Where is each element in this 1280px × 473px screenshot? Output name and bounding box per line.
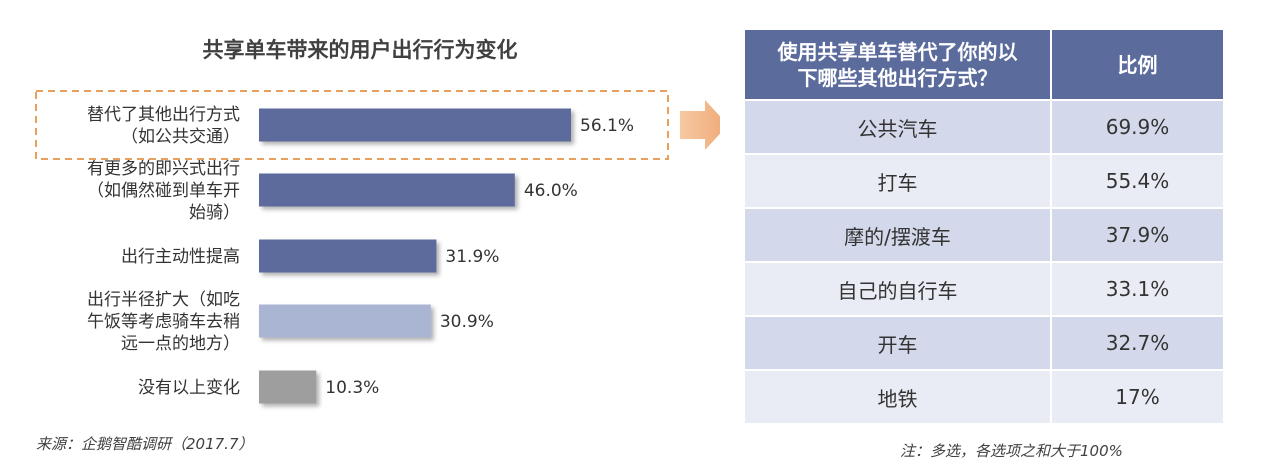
bar bbox=[259, 108, 571, 142]
cell-ratio: 33.1% bbox=[1051, 261, 1223, 316]
bar bbox=[259, 304, 431, 338]
header-method-line-1: 使用共享单车替代了你的以 bbox=[777, 39, 1018, 64]
source-note: 来源：企鹅智酷调研（2017.7） bbox=[36, 435, 254, 453]
category-label: 午饭等考虑骑车去稍 bbox=[87, 312, 240, 332]
table-row: 打车 55.4% bbox=[745, 153, 1223, 208]
replacement-table: 使用共享单车替代了你的以 下哪些其他出行方式？ 比例 公共汽车 69.9% 打车… bbox=[745, 30, 1223, 423]
cell-ratio: 55.4% bbox=[1051, 153, 1223, 208]
header-method: 使用共享单车替代了你的以 下哪些其他出行方式？ bbox=[745, 30, 1052, 100]
chart-title: 共享单车带来的用户出行行为变化 bbox=[202, 38, 518, 62]
bar-chart: 56.1% 替代了其他出行方式（如公共交通） 46.0% 有更多的即兴式出行（如偶然碰… bbox=[35, 90, 720, 404]
category-label: 始骑） bbox=[189, 203, 240, 223]
table-header-row: 使用共享单车替代了你的以 下哪些其他出行方式？ 比例 bbox=[745, 30, 1223, 100]
bar-value-label: 30.9% bbox=[440, 312, 494, 332]
bar-value-label: 31.9% bbox=[445, 247, 499, 267]
table-note: 注：多选，各选项之和大于100% bbox=[900, 442, 1123, 460]
header-ratio: 比例 bbox=[1051, 30, 1223, 100]
category-label: 远一点的地方） bbox=[121, 334, 240, 354]
table-row: 地铁 17% bbox=[745, 369, 1223, 423]
category-label: 没有以上变化 bbox=[138, 378, 240, 398]
cell-method: 开车 bbox=[745, 315, 1052, 370]
cell-ratio: 37.9% bbox=[1051, 207, 1223, 262]
table-row: 公共汽车 69.9% bbox=[745, 99, 1223, 154]
header-method-line-2: 下哪些其他出行方式？ bbox=[797, 65, 998, 90]
bar bbox=[259, 173, 515, 207]
category-label: 替代了其他出行方式 bbox=[87, 105, 240, 125]
category-label: 出行半径扩大（如吃 bbox=[87, 290, 240, 310]
table-row: 开车 32.7% bbox=[745, 315, 1223, 370]
right-arrow-icon bbox=[680, 100, 720, 150]
cell-ratio: 32.7% bbox=[1051, 315, 1223, 370]
category-label: （如公共交通） bbox=[121, 127, 240, 147]
bar-value-label: 46.0% bbox=[524, 181, 578, 201]
cell-method: 地铁 bbox=[745, 369, 1052, 423]
cell-ratio: 69.9% bbox=[1051, 99, 1223, 154]
bar bbox=[259, 370, 317, 404]
highlight-box bbox=[35, 90, 669, 160]
bar-value-label: 10.3% bbox=[325, 378, 379, 398]
cell-method: 自己的自行车 bbox=[745, 261, 1052, 316]
cell-method: 公共汽车 bbox=[745, 99, 1052, 154]
category-label: 出行主动性提高 bbox=[121, 247, 240, 267]
cell-method: 摩的/摆渡车 bbox=[745, 207, 1052, 262]
table-row: 自己的自行车 33.1% bbox=[745, 261, 1223, 316]
cell-ratio: 17% bbox=[1051, 369, 1223, 423]
category-label: 有更多的即兴式出行 bbox=[87, 159, 240, 179]
table-row: 摩的/摆渡车 37.9% bbox=[745, 207, 1223, 262]
cell-method: 打车 bbox=[745, 153, 1052, 208]
bar-value-label: 56.1% bbox=[580, 116, 634, 136]
bar bbox=[259, 239, 437, 273]
category-label: （如偶然碰到单车开 bbox=[87, 181, 240, 201]
